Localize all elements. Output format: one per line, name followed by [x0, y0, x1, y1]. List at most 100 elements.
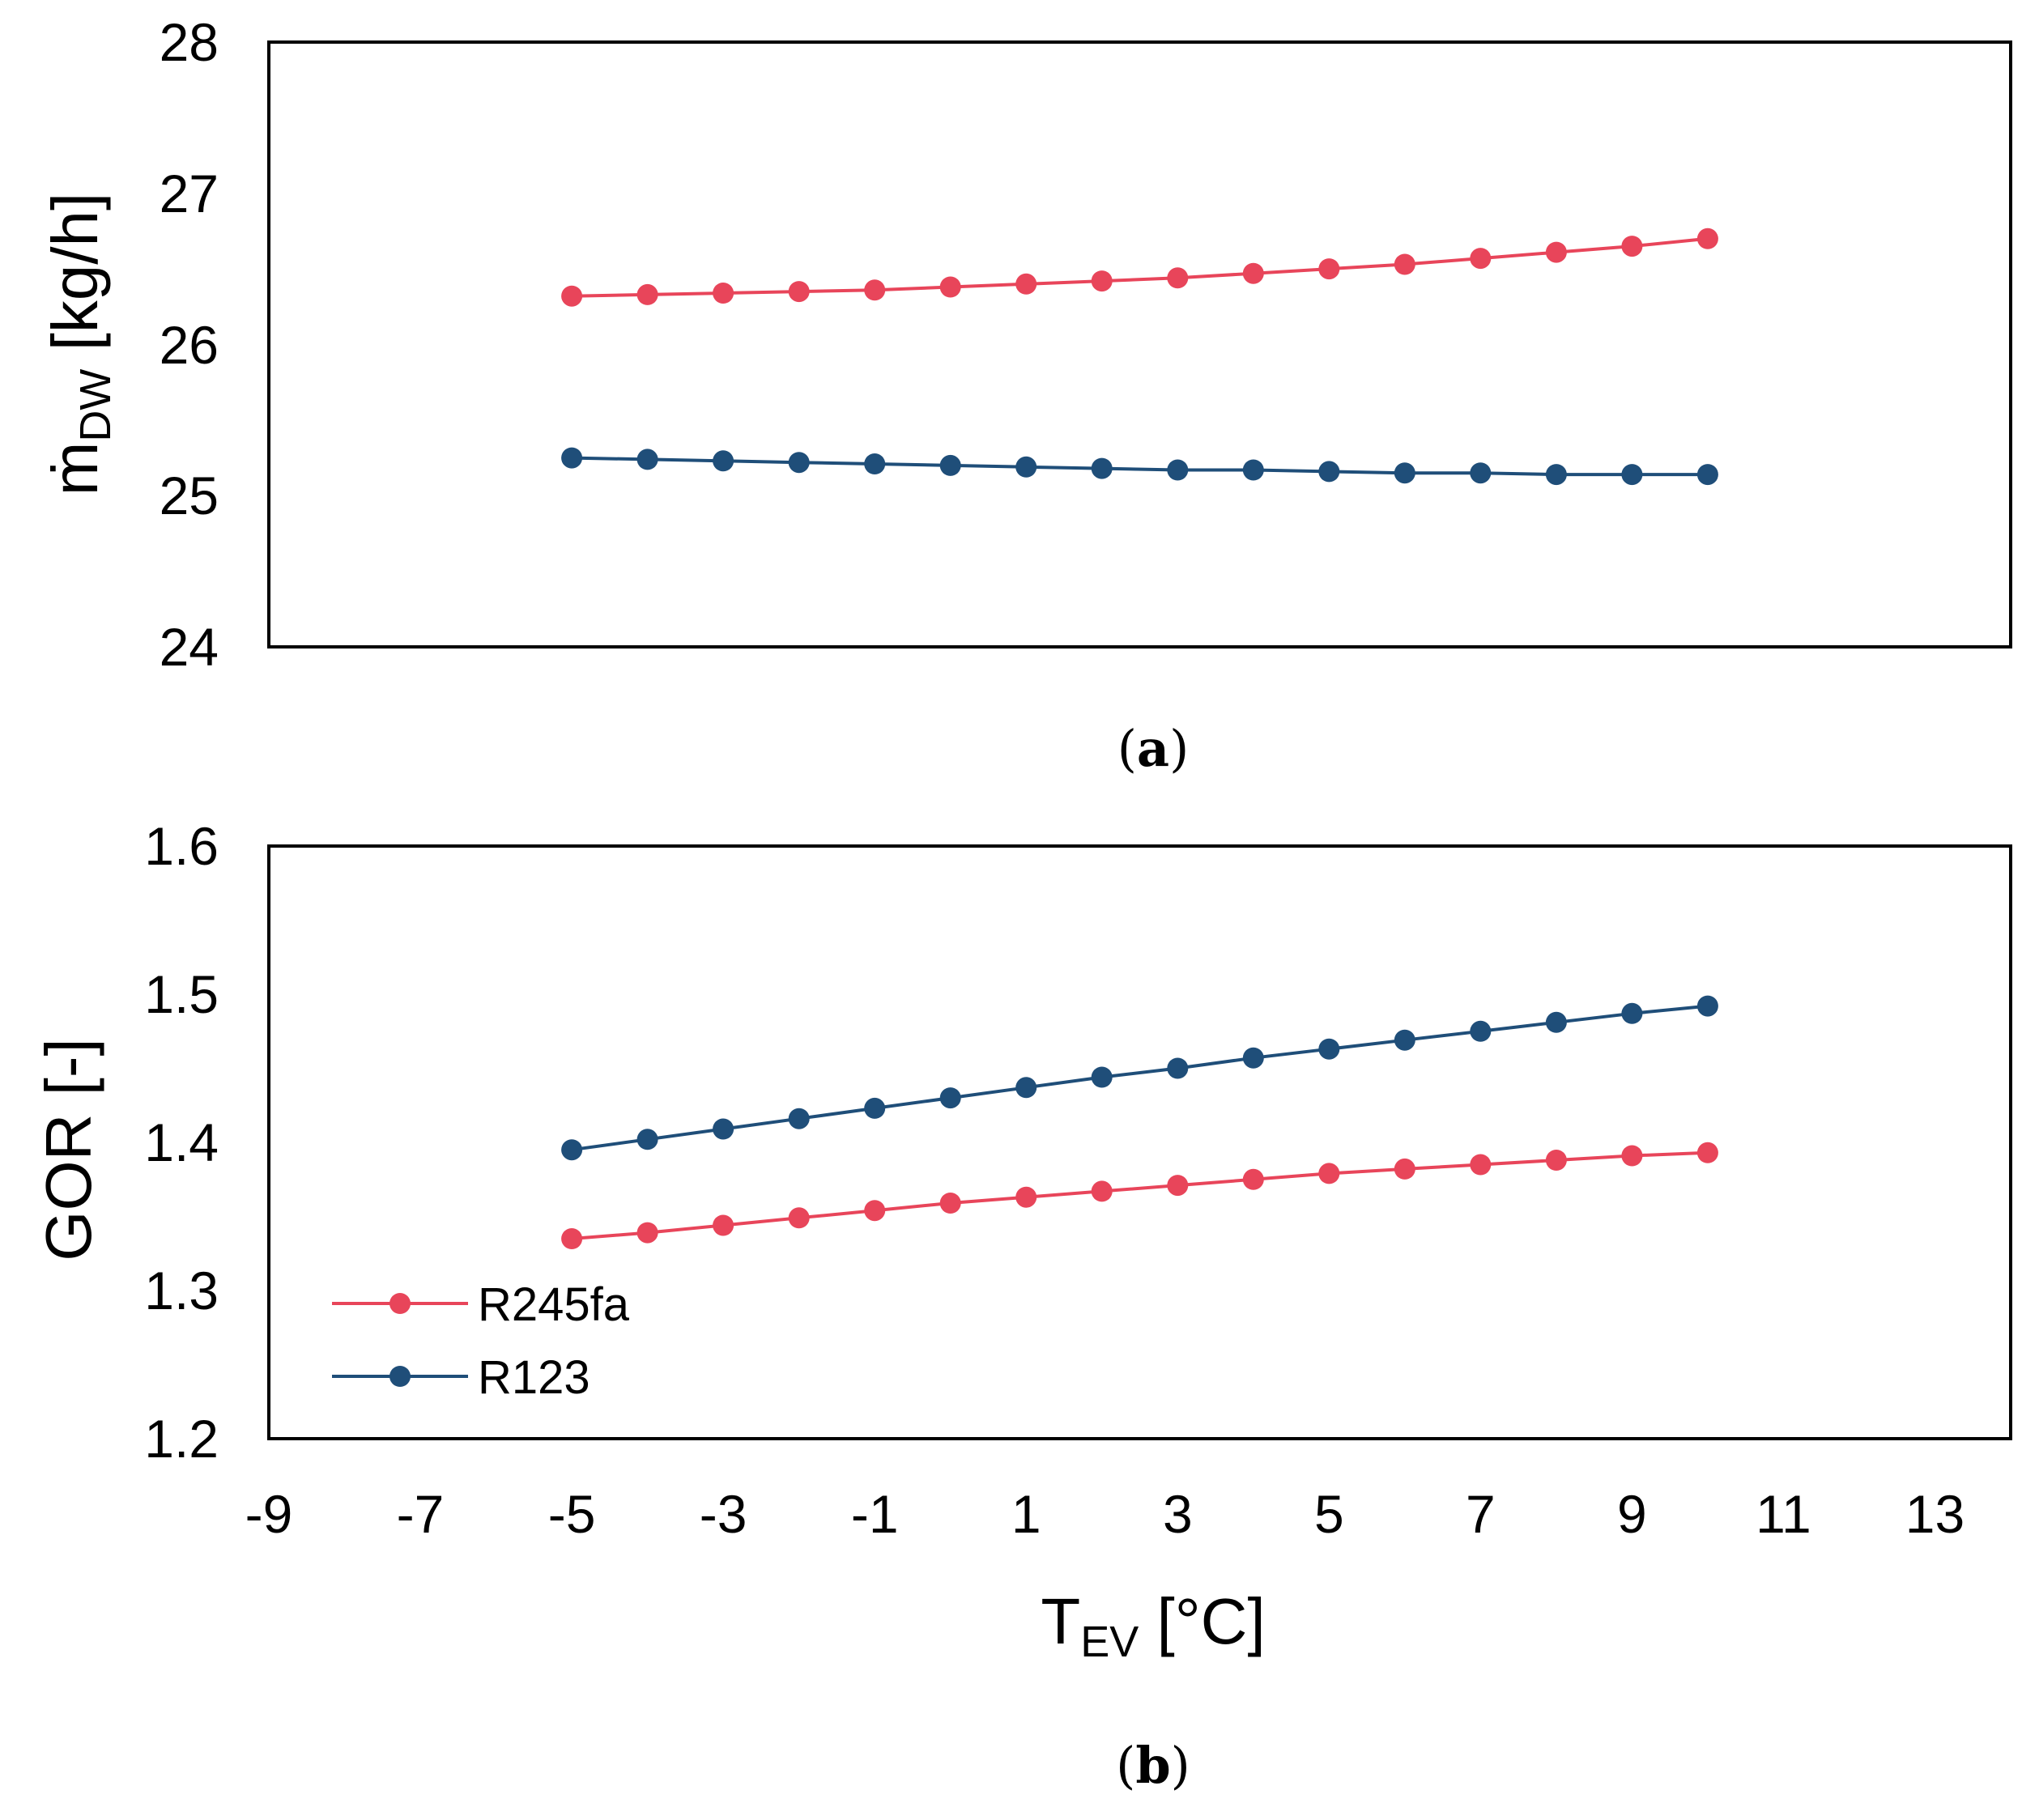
data-point-r123 [939, 454, 961, 476]
x-tick-label: 1 [1011, 1484, 1041, 1544]
data-point-r245fa [1242, 262, 1264, 284]
series-line-r123 [572, 456, 1708, 477]
data-point-r123 [1167, 459, 1189, 481]
y-tick-label: 1.3 [144, 1261, 219, 1320]
data-point-r123 [939, 1087, 961, 1109]
series-line-r245fa [572, 236, 1709, 298]
data-point-r245fa [636, 283, 658, 305]
data-point-r245fa [788, 281, 810, 303]
x-tick-label: -1 [851, 1484, 899, 1544]
data-point-r123 [636, 1129, 658, 1150]
x-tick-label: 13 [1905, 1484, 1965, 1544]
legend-label-r245fa: R245fa [478, 1278, 630, 1331]
data-point-r123 [713, 450, 734, 472]
data-point-r123 [1394, 462, 1415, 484]
plot-area-b [267, 844, 2012, 1440]
data-point-r245fa [636, 1222, 658, 1244]
data-point-r245fa [1091, 1180, 1113, 1202]
data-point-r245fa [1470, 1154, 1492, 1176]
x-tick-label: 3 [1163, 1484, 1193, 1544]
y-tick-label: 28 [160, 12, 219, 72]
y-axis-label-unit: [kg/h] [39, 193, 111, 369]
caption-letter: a [1137, 719, 1169, 778]
panel-b: 1.2 1.3 1.4 1.5 1.6 -9 -7 -5 -3 -1 1 3 5 7 9 11 13 … [32, 816, 2012, 1666]
x-tick-label: 11 [1756, 1484, 1811, 1544]
data-point-r123 [1394, 1029, 1415, 1051]
y-tick-label: 1.5 [144, 964, 219, 1024]
caption-b: (b) [1116, 1736, 1190, 1795]
data-point-r123 [1015, 1077, 1037, 1099]
y-tick-label: 1.2 [144, 1409, 219, 1469]
x-tick-label: 9 [1617, 1484, 1647, 1544]
data-point-r123 [864, 453, 886, 474]
caption-letter: b [1135, 1736, 1170, 1795]
series-group-b [561, 995, 1718, 1249]
data-point-r123 [1318, 461, 1340, 483]
data-point-r245fa [1015, 273, 1037, 295]
data-point-r123 [636, 449, 658, 470]
legend-marker-r245fa [389, 1293, 411, 1314]
data-point-r123 [1091, 457, 1113, 479]
caption-a: (a) [1117, 719, 1190, 778]
y-tick-label: 1.6 [144, 816, 219, 876]
data-point-r245fa [1394, 253, 1415, 275]
data-point-r245fa [1545, 241, 1567, 263]
data-point-r123 [864, 1097, 886, 1119]
data-point-r245fa [864, 279, 886, 301]
data-point-r245fa [1015, 1186, 1037, 1208]
data-point-r123 [1470, 462, 1492, 484]
data-point-r245fa [1167, 267, 1189, 289]
y-tick-label: 1.4 [144, 1112, 219, 1172]
x-axis-label-unit: [°C] [1139, 1585, 1265, 1657]
data-point-r123 [561, 1139, 583, 1161]
plot-area-a [267, 40, 2012, 648]
data-point-r245fa [1470, 248, 1492, 270]
series-line-r245fa [571, 1150, 1708, 1240]
x-axis-label-b: TEV [°C] [1041, 1585, 1265, 1666]
data-point-r123 [1545, 1011, 1567, 1033]
caption-open: ( [1117, 719, 1137, 778]
panel-a: 24 25 26 27 28 ṁDW [kg/h] [39, 12, 2012, 677]
data-point-r123 [788, 1108, 810, 1129]
caption-close: ) [1171, 1736, 1190, 1795]
data-point-r245fa [939, 1193, 961, 1214]
data-point-r123 [1696, 464, 1718, 486]
y-axis-label-subscript: DW [71, 369, 120, 442]
x-tick-label: 5 [1314, 1484, 1344, 1544]
y-axis-label-a: ṁDW [kg/h] [39, 193, 120, 496]
data-point-r245fa [788, 1207, 810, 1229]
y-tick-label: 25 [160, 466, 219, 525]
data-point-r123 [713, 1118, 734, 1140]
x-axis-label-subscript: EV [1080, 1618, 1139, 1666]
x-tick-label: -5 [548, 1484, 596, 1544]
legend-label-r123: R123 [478, 1351, 590, 1404]
y-tick-labels-b: 1.2 1.3 1.4 1.5 1.6 [144, 816, 219, 1469]
y-tick-label: 27 [160, 164, 219, 223]
data-point-r245fa [939, 276, 961, 298]
y-axis-label-main: ṁ [39, 442, 111, 496]
x-tick-labels-b: -9 -7 -5 -3 -1 1 3 5 7 9 11 13 [245, 1484, 1965, 1544]
data-point-r245fa [1242, 1168, 1264, 1190]
data-point-r245fa [1621, 236, 1643, 257]
legend: R245fa R123 [332, 1278, 630, 1404]
data-point-r245fa [713, 283, 734, 304]
data-point-r123 [1470, 1020, 1492, 1042]
series-group-a [561, 228, 1718, 486]
x-tick-label: -7 [397, 1484, 445, 1544]
data-point-r245fa [1091, 270, 1113, 292]
data-point-r123 [1015, 456, 1037, 478]
y-tick-label: 24 [160, 617, 219, 677]
data-point-r245fa [1167, 1175, 1189, 1197]
data-point-r245fa [713, 1214, 734, 1236]
data-point-r245fa [1696, 1142, 1718, 1163]
data-point-r245fa [1621, 1145, 1643, 1167]
data-point-r245fa [1394, 1158, 1415, 1180]
data-point-r123 [1242, 1047, 1264, 1069]
data-point-r123 [1167, 1057, 1189, 1079]
caption-open: ( [1116, 1736, 1135, 1795]
caption-close: ) [1169, 719, 1189, 778]
data-point-r123 [1696, 995, 1718, 1017]
x-tick-label: 7 [1466, 1484, 1496, 1544]
data-point-r123 [1091, 1066, 1113, 1088]
